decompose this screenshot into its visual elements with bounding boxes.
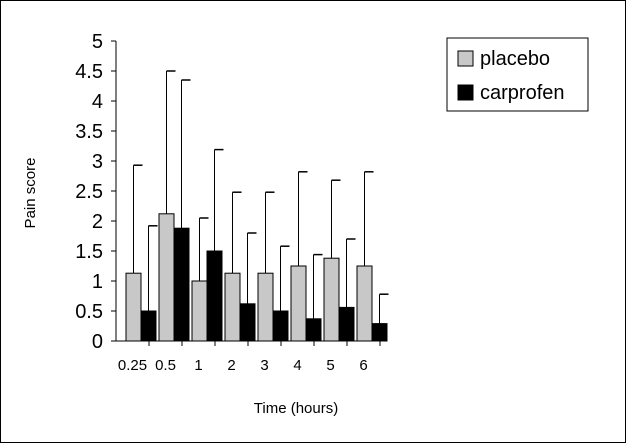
legend-swatch-placebo (457, 50, 474, 67)
bar-carprofen (173, 227, 190, 342)
y-tick-label: 4.5 (75, 61, 103, 83)
x-tick-label: 4 (293, 357, 301, 374)
bar-carprofen (338, 306, 355, 342)
y-tick-label: 1.5 (75, 241, 103, 263)
bar-carprofen (239, 303, 256, 342)
x-tick-label: 0.5 (155, 357, 176, 374)
bar-carprofen (140, 310, 157, 342)
y-tick-label: 1 (92, 271, 103, 293)
y-tick-label: 0 (92, 331, 103, 353)
bar-placebo (257, 272, 274, 342)
x-axis-title: Time (hours) (254, 400, 338, 417)
y-tick-label: 5 (92, 31, 103, 53)
bar-placebo (224, 272, 241, 342)
x-tick-label: 1 (194, 357, 202, 374)
bar-placebo (191, 280, 208, 342)
y-tick-label: 2 (92, 211, 103, 233)
bar-placebo (323, 257, 340, 342)
legend-swatch-carprofen (457, 84, 474, 101)
error-bars-layer (133, 70, 389, 324)
x-axis-ticks: 0.25 0.5 1 2 3 4 5 6 (118, 341, 381, 374)
bar-carprofen (272, 310, 289, 342)
x-tick-label: 3 (260, 357, 268, 374)
x-tick-label: 2 (227, 357, 235, 374)
bar-placebo (356, 265, 373, 342)
x-tick-label: 6 (359, 357, 367, 374)
x-tick-label: 5 (326, 357, 334, 374)
legend: placebo carprofen (446, 37, 589, 112)
bar-carprofen (371, 323, 388, 342)
y-axis-title: Pain score (22, 158, 39, 229)
y-tick-label: 3.5 (75, 121, 103, 143)
x-tick-label: 0.25 (118, 357, 147, 374)
bars-layer (125, 213, 388, 342)
y-tick-label: 0.5 (75, 301, 103, 323)
bar-placebo (158, 213, 175, 342)
y-tick-label: 2.5 (75, 181, 103, 203)
legend-label-carprofen: carprofen (480, 82, 565, 104)
y-axis-ticks: 0 0.5 1 1.5 2 2.5 3 3.5 4 4.5 5 (75, 31, 116, 353)
bar-placebo (125, 272, 142, 342)
legend-label-placebo: placebo (480, 48, 550, 70)
bar-carprofen (206, 250, 223, 342)
bar-carprofen (305, 318, 322, 342)
bar-placebo (290, 265, 307, 342)
y-tick-label: 4 (92, 91, 103, 113)
y-tick-label: 3 (92, 151, 103, 173)
